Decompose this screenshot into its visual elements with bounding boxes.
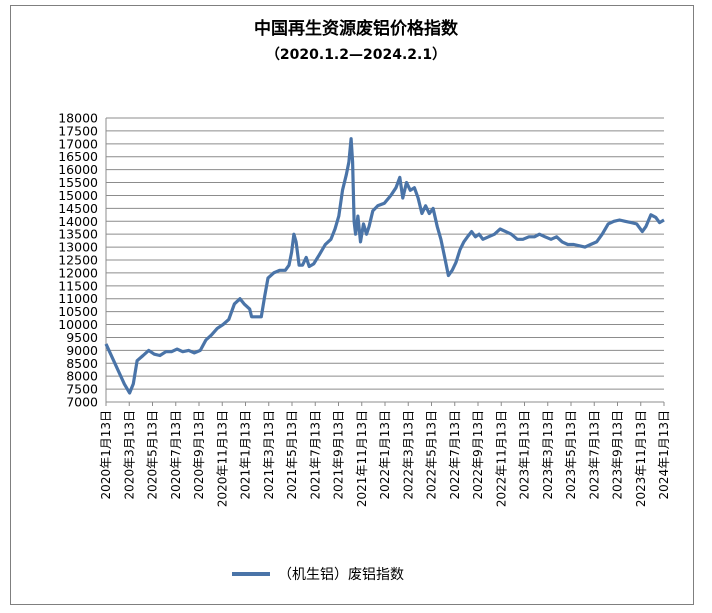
y-tick-label: 16500: [58, 149, 98, 164]
x-tick-label: 2022年7月13日: [448, 410, 462, 499]
x-tick-label: 2022年5月13日: [425, 410, 439, 499]
x-tick-label: 2020年11月13日: [215, 410, 229, 507]
x-tick-label: 2021年3月13日: [262, 410, 276, 499]
y-tick-label: 15500: [58, 175, 98, 190]
y-tick-label: 8500: [66, 356, 98, 371]
y-tick-label: 9500: [66, 330, 98, 345]
x-tick-label: 2020年7月13日: [169, 410, 183, 499]
series-line: [104, 137, 665, 395]
y-tick-label: 7500: [66, 382, 98, 397]
x-tick-label: 2022年9月13日: [471, 410, 485, 499]
x-tick-label: 2023年7月13日: [587, 410, 601, 499]
x-tick-label: 2020年9月13日: [192, 410, 206, 499]
y-tick-label: 7000: [66, 395, 98, 410]
x-tick-label: 2020年3月13日: [122, 410, 136, 499]
series-layer: [104, 137, 665, 395]
y-tick-label: 8000: [66, 369, 98, 384]
x-tick-label: 2022年11月13日: [494, 410, 508, 507]
x-tick-label: 2023年3月13日: [541, 410, 555, 499]
x-tick-label: 2020年5月13日: [146, 410, 160, 499]
y-tick-label: 18000: [58, 111, 98, 126]
y-tick-label: 9000: [66, 343, 98, 358]
y-tick-label: 16000: [58, 162, 98, 177]
legend: （机生铝）废铝指数: [232, 564, 404, 584]
y-tick-label: 12000: [58, 265, 98, 280]
y-tick-label: 10500: [58, 304, 98, 319]
y-tick-label: 15000: [58, 188, 98, 203]
x-tick-label: 2023年9月13日: [611, 410, 625, 499]
x-axis-ticks: 2020年1月13日 2020年3月13日 2020年5月13日 2020年7月13日…: [99, 402, 671, 507]
legend-label: （机生铝）废铝指数: [278, 567, 404, 583]
y-axis-ticks: 7000750080008500900095001000010500110001…: [58, 111, 98, 410]
y-tick-label: 11500: [58, 278, 98, 293]
y-tick-label: 14500: [58, 201, 98, 216]
y-tick-label: 10000: [58, 317, 98, 332]
x-tick-label: 2021年11月13日: [355, 410, 369, 507]
x-tick-label: 2023年1月13日: [518, 410, 532, 499]
chart-frame: [10, 5, 694, 605]
x-tick-label: 2023年5月13日: [564, 410, 578, 499]
chart-title: 中国再生资源废铝价格指数: [254, 19, 458, 39]
y-tick-label: 13000: [58, 240, 98, 255]
y-tick-label: 13500: [58, 227, 98, 242]
y-tick-label: 11000: [58, 291, 98, 306]
x-tick-label: 2024年1月13日: [657, 410, 671, 499]
y-tick-label: 14000: [58, 214, 98, 229]
legend-swatch: [232, 572, 270, 576]
y-tick-label: 17000: [58, 136, 98, 151]
x-tick-label: 2022年1月13日: [378, 410, 392, 499]
x-tick-label: 2020年1月13日: [99, 410, 113, 499]
y-tick-label: 12500: [58, 253, 98, 268]
x-tick-label: 2023年11月13日: [634, 410, 648, 507]
x-tick-label: 2021年1月13日: [239, 410, 253, 499]
chart-subtitle: （2020.1.2—2024.2.1）: [265, 47, 447, 63]
x-tick-label: 2021年7月13日: [308, 410, 322, 499]
gridlines: [105, 117, 664, 403]
x-tick-label: 2021年5月13日: [285, 410, 299, 499]
x-tick-label: 2022年3月13日: [401, 410, 415, 499]
y-tick-label: 17500: [58, 123, 98, 138]
x-tick-label: 2021年9月13日: [332, 410, 346, 499]
